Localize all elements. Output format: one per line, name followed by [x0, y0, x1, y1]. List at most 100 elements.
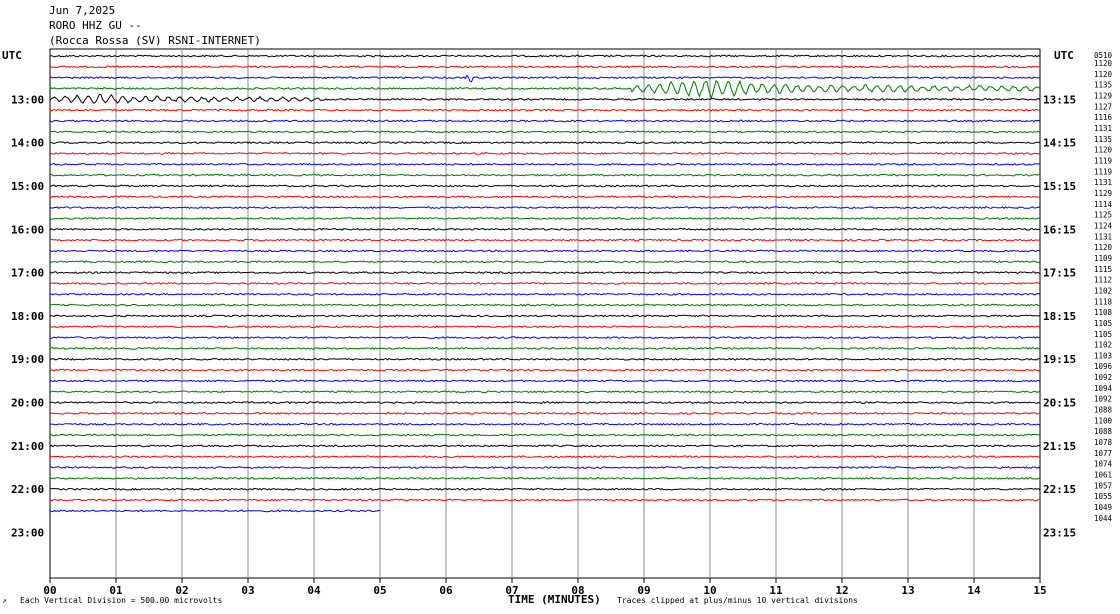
trace-3 [49, 79, 1041, 100]
trace-scale-value: 1116 [1094, 113, 1113, 122]
trace-24 [49, 314, 1041, 318]
trace-scale-value: 1092 [1094, 395, 1112, 404]
trace-scale-value: 1103 [1094, 351, 1112, 360]
trace-23 [49, 303, 1041, 307]
header-site: (Rocca Rossa (SV) RSNI-INTERNET) [49, 34, 261, 47]
trace-34 [49, 422, 1041, 426]
right-time-label: 22:15 [1043, 483, 1076, 496]
trace-scale-value: 1049 [1094, 503, 1112, 512]
right-time-label: 19:15 [1043, 353, 1076, 366]
trace-scale-value: 1088 [1094, 427, 1113, 436]
right-time-label: 18:15 [1043, 310, 1076, 323]
right-time-label: 14:15 [1043, 137, 1076, 150]
left-time-label: 19:00 [11, 353, 44, 366]
trace-scale-value: 1061 [1094, 471, 1112, 480]
x-tick-label: 03 [241, 584, 254, 597]
trace-scale-value: 1118 [1094, 297, 1113, 306]
seismic-traces [49, 54, 1041, 513]
x-axis-ticks: 00 01 02 03 04 05 06 07 08 09 10 11 12 13 14 15 [43, 578, 1047, 597]
trace-scale-value: 1120 [1094, 243, 1113, 252]
trace-32 [50, 401, 1041, 405]
clip-note: Traces clipped at plus/minus 10 vertical… [617, 596, 858, 605]
trace-scale-value: 1131 [1094, 178, 1112, 187]
trace-scale-value: 1124 [1094, 221, 1113, 230]
right-time-label: 23:15 [1043, 527, 1076, 540]
x-tick-label: 13 [901, 584, 914, 597]
trace-40 [49, 487, 1041, 491]
trace-4 [49, 93, 1041, 104]
left-time-label: 13:00 [11, 93, 44, 106]
left-time-label: 16:00 [11, 223, 44, 236]
right-time-label: 15:15 [1043, 180, 1076, 193]
left-time-label: 14:00 [11, 137, 44, 150]
right-time-label: 17:15 [1043, 267, 1076, 280]
trace-7 [49, 130, 1041, 134]
trace-scale-value: 1096 [1094, 362, 1113, 371]
trace-scale-value: 1108 [1094, 308, 1113, 317]
header-station: RORO HHZ GU -- [49, 19, 142, 32]
trace-scale-value: 1105 [1094, 319, 1112, 328]
x-tick-label: 09 [637, 584, 650, 597]
chart-grid [49, 48, 1041, 579]
trace-19 [49, 260, 1041, 264]
right-time-label: 20:15 [1043, 397, 1076, 410]
utc-left-label: UTC [2, 49, 22, 62]
trace-scale-value: 1131 [1094, 124, 1112, 133]
trace-31 [49, 390, 1041, 394]
x-tick-label: 02 [175, 584, 188, 597]
x-tick-label: 12 [835, 584, 848, 597]
trace-21 [49, 282, 1041, 285]
trace-scale-value: 1120 [1094, 146, 1113, 155]
right-time-label: 21:15 [1043, 440, 1076, 453]
trace-scale-value: 1120 [1094, 59, 1113, 68]
trace-scale-value: 1135 [1094, 135, 1112, 144]
trace-25 [49, 325, 1041, 329]
x-tick-label: 11 [769, 584, 783, 597]
trace-scale-value: 1114 [1094, 200, 1113, 209]
trace-scale-value: 1055 [1094, 492, 1112, 501]
trace-6 [49, 119, 1041, 123]
left-time-label: 20:00 [11, 397, 44, 410]
utc-right-label: UTC [1054, 49, 1074, 62]
trace-scale-value: 1119 [1094, 156, 1112, 165]
trace-scale-value: 1102 [1094, 341, 1112, 350]
trace-scale-value: 1057 [1094, 481, 1112, 490]
trace-22 [49, 292, 1041, 296]
trace-20 [49, 271, 1041, 275]
x-tick-label: 07 [505, 584, 518, 597]
x-tick-label: 01 [109, 584, 123, 597]
trace-scale-value: 1115 [1094, 265, 1112, 274]
trace-38 [49, 466, 1041, 469]
trace-27 [50, 346, 1041, 350]
trace-1 [49, 65, 1041, 69]
trace-35 [50, 433, 1041, 437]
trace-scale-value: 1088 [1094, 406, 1113, 415]
trace-scale-value: 1074 [1094, 460, 1113, 469]
left-time-label: 21:00 [11, 440, 44, 453]
right-time-label: 13:15 [1043, 93, 1076, 106]
trace-26 [49, 336, 1041, 340]
x-tick-label: 14 [967, 584, 981, 597]
x-tick-label: 08 [571, 584, 584, 597]
trace-scale-value: 1131 [1094, 232, 1112, 241]
trace-9 [49, 151, 1041, 155]
plot-frame [49, 48, 1041, 579]
right-time-label: 16:15 [1043, 223, 1076, 236]
trace-scale-value: 1129 [1094, 189, 1112, 198]
trace-scale-value: 1077 [1094, 449, 1112, 458]
trace-8 [49, 141, 1041, 145]
x-tick-label: 00 [43, 584, 56, 597]
trace-28 [49, 357, 1041, 361]
trace-scale-value: 1078 [1094, 438, 1113, 447]
trace-scale-value: 1135 [1094, 81, 1112, 90]
x-tick-label: 04 [307, 584, 321, 597]
left-time-label: 22:00 [11, 483, 44, 496]
trace-scale-value: 1109 [1094, 254, 1112, 263]
trace-12 [49, 184, 1041, 188]
trace-42 [49, 509, 381, 513]
trace-5 [49, 108, 1041, 112]
trace-39 [49, 476, 1041, 480]
trace-scale-value: 1125 [1094, 211, 1112, 220]
trace-2 [49, 74, 1041, 83]
left-time-label: 18:00 [11, 310, 44, 323]
